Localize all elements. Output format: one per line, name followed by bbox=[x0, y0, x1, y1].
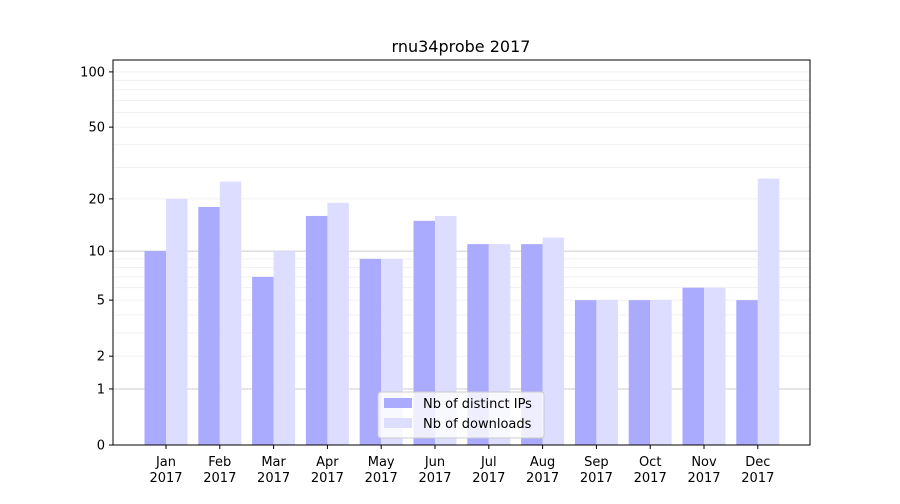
x-tick-label: 2017 bbox=[418, 471, 451, 486]
bar-ips bbox=[144, 251, 166, 445]
x-tick-label: 2017 bbox=[526, 471, 559, 486]
x-tick-label: Feb bbox=[208, 455, 231, 470]
x-tick-label: Jul bbox=[480, 455, 497, 470]
bar-downloads bbox=[219, 181, 242, 445]
x-tick-label: 2017 bbox=[149, 471, 182, 486]
legend-swatch bbox=[384, 418, 412, 428]
bar-ips bbox=[305, 215, 328, 445]
bar-downloads bbox=[273, 251, 296, 445]
y-tick-label: 0 bbox=[97, 439, 105, 454]
legend-swatch bbox=[384, 398, 412, 408]
x-tick-label: 2017 bbox=[311, 471, 344, 486]
chart-title: rnu34probe 2017 bbox=[392, 37, 531, 56]
y-tick-label: 2 bbox=[97, 350, 105, 365]
x-tick-label: Oct bbox=[639, 455, 661, 470]
bar-ips bbox=[413, 220, 435, 445]
legend-label: Nb of distinct IPs bbox=[423, 397, 532, 412]
legend-label: Nb of downloads bbox=[423, 417, 532, 432]
x-tick-label: 2017 bbox=[687, 471, 720, 486]
bar-ips bbox=[682, 287, 704, 445]
bar-downloads bbox=[650, 300, 672, 445]
bar-downloads bbox=[596, 300, 618, 445]
x-tick-label: 2017 bbox=[365, 471, 398, 486]
bar-downloads bbox=[327, 202, 349, 445]
y-tick-label: 100 bbox=[80, 65, 105, 80]
bar-ips bbox=[628, 300, 651, 445]
x-tick-label: 2017 bbox=[257, 471, 290, 486]
y-tick-label: 10 bbox=[88, 245, 105, 260]
x-tick-label: Jan bbox=[155, 455, 176, 470]
x-tick-label: May bbox=[368, 455, 395, 470]
legend-box bbox=[377, 391, 545, 439]
bar-ips bbox=[359, 258, 382, 445]
bar-downloads bbox=[542, 237, 565, 445]
x-tick-label: Sep bbox=[584, 455, 609, 470]
bar-ips bbox=[574, 300, 597, 445]
x-tick-label: Nov bbox=[691, 455, 717, 470]
y-tick-label: 50 bbox=[88, 121, 105, 136]
y-tick-label: 20 bbox=[88, 192, 105, 207]
bar-downloads bbox=[166, 198, 188, 445]
x-tick-label: 2017 bbox=[472, 471, 505, 486]
x-tick-label: Aug bbox=[530, 455, 555, 470]
bar-ips bbox=[198, 206, 220, 445]
x-tick-label: 2017 bbox=[580, 471, 613, 486]
bar-ips bbox=[252, 276, 274, 445]
legend: Nb of distinct IPs Nb of downloads bbox=[377, 391, 545, 439]
x-tick-label: 2017 bbox=[741, 471, 774, 486]
y-tick-label: 1 bbox=[97, 382, 105, 397]
x-tick-label: 2017 bbox=[634, 471, 667, 486]
y-tick-label: 5 bbox=[97, 294, 105, 309]
bar-downloads bbox=[435, 215, 457, 445]
x-tick-label: 2017 bbox=[203, 471, 236, 486]
bar-ips bbox=[736, 300, 758, 445]
plot-frame bbox=[112, 59, 811, 446]
x-tick-label: Dec bbox=[745, 455, 770, 470]
x-tick-label: Apr bbox=[316, 455, 339, 470]
bar-downloads bbox=[704, 287, 726, 445]
bar-downloads bbox=[757, 178, 780, 446]
x-tick-label: Jun bbox=[424, 455, 445, 470]
x-tick-label: Mar bbox=[261, 455, 286, 470]
